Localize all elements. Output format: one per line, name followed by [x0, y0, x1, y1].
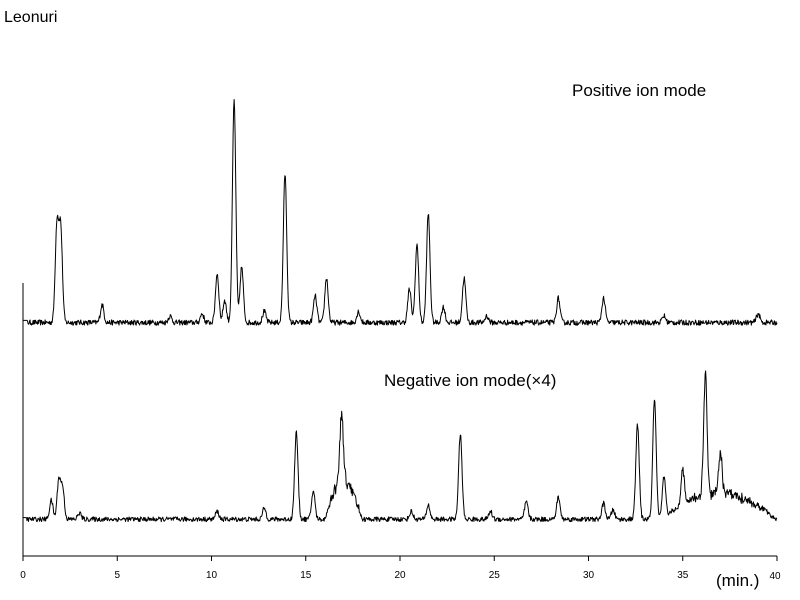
chart-title: Leonuri: [4, 9, 57, 26]
positive-ion-trace: [23, 99, 778, 326]
negative-ion-trace: [23, 370, 778, 523]
x-tick-label: 0: [20, 570, 26, 581]
x-tick-label: 5: [114, 570, 120, 581]
x-axis-label: (min.): [716, 571, 759, 590]
x-tick-label: 15: [300, 570, 312, 581]
positive-ion-label: Positive ion mode: [572, 81, 706, 100]
x-tick-label: 35: [677, 570, 689, 581]
x-tick-label: 25: [489, 570, 501, 581]
x-tick-label: 20: [394, 570, 406, 581]
x-tick-label: 30: [583, 570, 595, 581]
negative-ion-label: Negative ion mode(×4): [384, 371, 556, 390]
x-axis-ticks: 0 5 10 15 20 25 30 35 40: [20, 556, 781, 582]
x-tick-label: 40: [769, 571, 781, 582]
x-tick-label: 10: [206, 570, 218, 581]
